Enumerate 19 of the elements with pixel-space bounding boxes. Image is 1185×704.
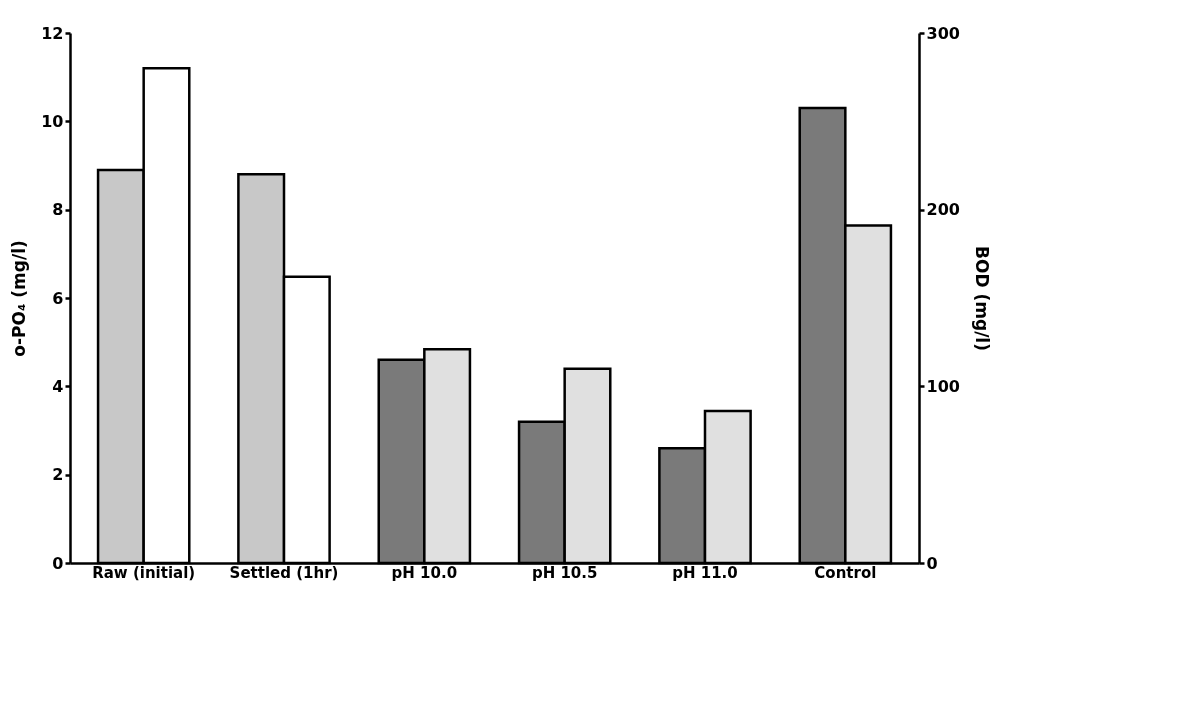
y2-axis-title: BOD (mg/l) bbox=[971, 246, 992, 351]
x-tick-label: pH 11.0 bbox=[672, 563, 738, 582]
y2-tick-label: 100 bbox=[926, 376, 960, 396]
y-tick-label: 4 bbox=[52, 376, 64, 396]
x-tick-label: Control bbox=[814, 563, 877, 582]
y-tick-label: 2 bbox=[52, 465, 64, 485]
y-tick-label: 12 bbox=[41, 23, 64, 43]
x-tick-label: Settled (1hr) bbox=[229, 563, 339, 582]
x-tick-label: pH 10.5 bbox=[531, 563, 598, 582]
y2-tick-label: 300 bbox=[926, 23, 960, 43]
y-tick-label: 8 bbox=[52, 200, 64, 220]
y2-tick-label: 0 bbox=[926, 553, 938, 573]
y-tick-label: 6 bbox=[52, 288, 64, 308]
y-tick-label: 0 bbox=[52, 553, 64, 573]
x-tick-label: pH 10.0 bbox=[391, 563, 458, 582]
y-axis-title: o-PO₄ (mg/l) bbox=[9, 240, 30, 357]
y2-tick-label: 200 bbox=[926, 200, 960, 220]
y-tick-label: 10 bbox=[41, 111, 64, 131]
x-tick-label: Raw (initial) bbox=[92, 563, 196, 582]
